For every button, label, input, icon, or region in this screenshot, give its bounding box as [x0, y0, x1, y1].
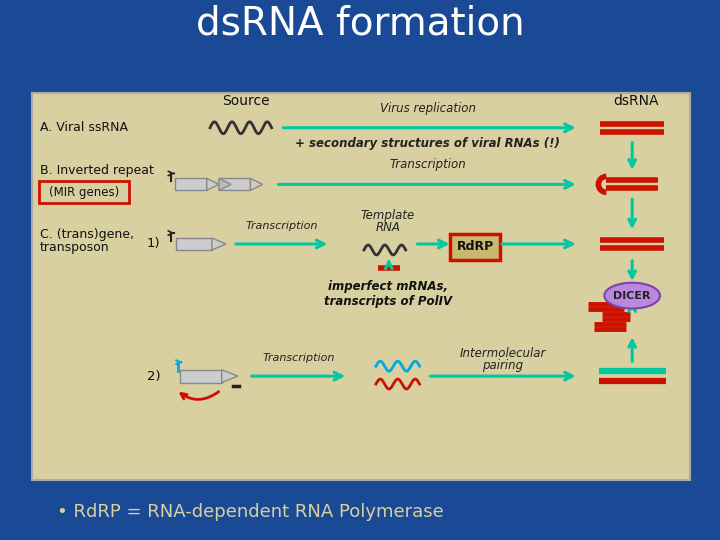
Text: A. Viral ssRNA: A. Viral ssRNA [40, 122, 128, 134]
Text: RNA: RNA [375, 221, 400, 234]
Text: 1): 1) [147, 238, 160, 251]
FancyBboxPatch shape [39, 181, 129, 203]
Polygon shape [207, 178, 219, 190]
Text: Virus replication: Virus replication [379, 102, 475, 115]
Text: Source: Source [222, 94, 269, 108]
Text: Transcription: Transcription [246, 221, 318, 231]
Polygon shape [251, 178, 263, 190]
Text: Template: Template [361, 209, 415, 222]
Text: imperfect mRNAs,
transcripts of PolIV: imperfect mRNAs, transcripts of PolIV [324, 280, 452, 308]
Text: dsRNA: dsRNA [613, 94, 659, 108]
FancyBboxPatch shape [32, 93, 690, 481]
FancyBboxPatch shape [451, 234, 500, 260]
Text: B. Inverted repeat: B. Inverted repeat [40, 164, 154, 177]
Text: 2): 2) [147, 369, 160, 383]
Text: pairing: pairing [482, 359, 523, 372]
Bar [175, 178, 207, 190]
Ellipse shape [604, 283, 660, 308]
Text: dsRNA formation: dsRNA formation [196, 4, 524, 43]
Text: Transcription: Transcription [262, 353, 335, 363]
Text: + secondary structures of viral RNAs (!): + secondary structures of viral RNAs (!) [295, 137, 560, 150]
Text: • RdRP = RNA-dependent RNA Polymerase: • RdRP = RNA-dependent RNA Polymerase [57, 503, 444, 521]
Text: Transcription: Transcription [390, 158, 466, 172]
Text: RdRP: RdRP [456, 240, 494, 253]
Bar [176, 238, 212, 250]
Polygon shape [212, 238, 226, 250]
Bar [219, 178, 251, 190]
Text: transposon: transposon [40, 241, 109, 254]
Text: DICER: DICER [613, 291, 651, 301]
Text: C. (trans)gene,: C. (trans)gene, [40, 227, 134, 240]
Bar [180, 370, 222, 382]
Text: (MIR genes): (MIR genes) [49, 186, 119, 199]
Polygon shape [219, 178, 231, 190]
Text: Intermolecular: Intermolecular [460, 347, 546, 360]
Polygon shape [222, 370, 238, 382]
